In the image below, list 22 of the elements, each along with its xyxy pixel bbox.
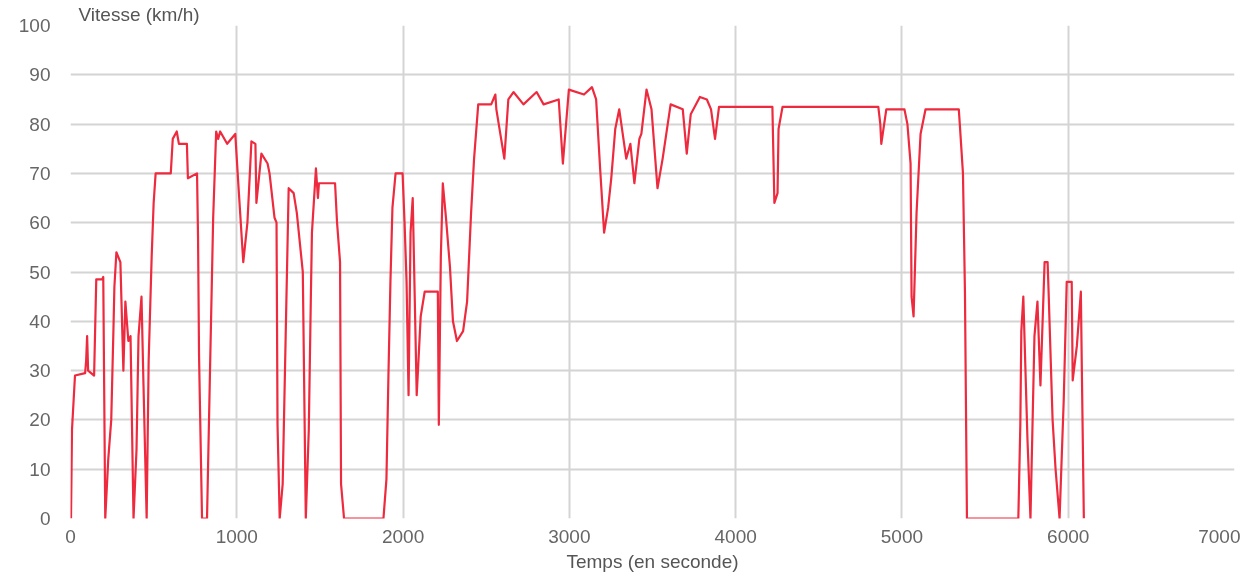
y-tick-label: 0 [39,508,51,529]
y-tick-label: 100 [18,15,51,36]
y-tick-label: 60 [29,212,51,234]
y-tick-label: 10 [29,458,51,480]
y-tick-label: 80 [29,113,51,135]
x-tick-label: 3000 [548,525,591,547]
y-tick-label: 30 [29,360,51,382]
y-axis-title: Vitesse (km/h) [78,3,200,25]
x-axis-title: Temps (en seconde) [566,550,739,572]
y-tick-label: 90 [29,64,51,86]
y-tick-label: 40 [29,310,51,332]
x-tick-label: 6000 [1047,525,1090,547]
x-tick-label: 1000 [215,525,258,547]
x-tick-label: 2000 [381,525,425,547]
x-tick-label: 0 [65,525,76,547]
y-tick-label: 70 [29,162,51,184]
x-tick-label: 4000 [714,525,757,547]
x-tick-label: 5000 [880,525,924,547]
line-series [70,86,1085,519]
y-tick-label: 20 [29,409,51,431]
x-tick-label: 7000 [1198,525,1240,547]
y-tick-label: 50 [29,261,51,283]
